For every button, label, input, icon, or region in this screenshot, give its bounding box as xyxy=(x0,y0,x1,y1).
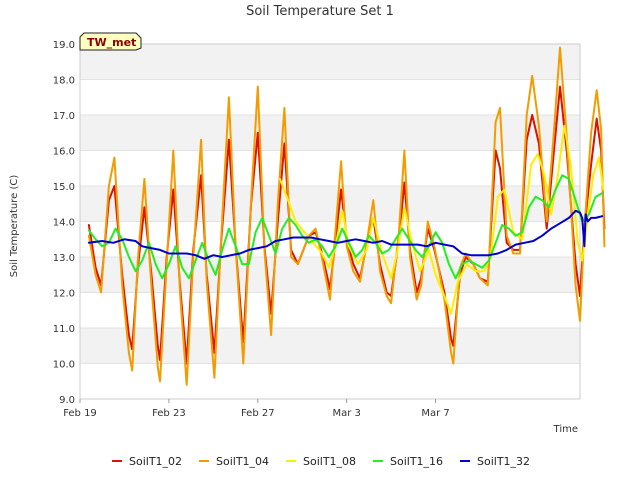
legend: SoilT1_02 SoilT1_04 SoilT1_08 SoilT1_16 Soil… xyxy=(112,455,530,468)
plot-frame xyxy=(79,43,581,400)
y-tick-label: 19.0 xyxy=(53,40,75,51)
legend-item-soilt1_02: SoilT1_02 xyxy=(112,455,182,468)
x-tick-label: Mar 3 xyxy=(332,408,360,419)
station-badge: TW_met xyxy=(79,32,142,51)
x-tick-label: Feb 23 xyxy=(152,408,186,419)
y-tick-label: 14.0 xyxy=(53,218,75,229)
chart-title: Soil Temperature Set 1 xyxy=(246,4,394,19)
grid-band xyxy=(80,363,580,399)
y-tick-label: 17.0 xyxy=(53,111,75,122)
legend-label: SoilT1_08 xyxy=(303,455,356,468)
grid-band xyxy=(80,44,580,80)
series-lines xyxy=(87,46,606,386)
legend-item-soilt1_32: SoilT1_32 xyxy=(460,455,530,468)
y-tick-label: 11.0 xyxy=(53,324,75,335)
series-line-soilt1_16 xyxy=(87,174,604,280)
x-tick-label: Mar 7 xyxy=(421,408,449,419)
legend-label: SoilT1_32 xyxy=(477,455,530,468)
legend-item-soilt1_08: SoilT1_08 xyxy=(286,455,356,468)
x-axis: Feb 19 Feb 23 Feb 27 Mar 3 Mar 7 xyxy=(63,399,450,419)
y-axis: 9.0 10.0 11.0 12.0 13.0 14.0 15.0 16.0 17.0 18.0 1… xyxy=(53,40,75,406)
series-line-soilt1_04 xyxy=(87,46,606,386)
series-line-soilt1_08 xyxy=(279,124,605,315)
badge-shape xyxy=(79,32,142,51)
y-tick-label: 9.0 xyxy=(59,395,75,406)
series-line-soilt1_32 xyxy=(87,209,604,260)
grid-band xyxy=(80,150,580,186)
y-tick-label: 18.0 xyxy=(53,76,75,87)
y-tick-label: 12.0 xyxy=(53,289,75,300)
y-tick-label: 13.0 xyxy=(53,253,75,264)
y-tick-label: 15.0 xyxy=(53,182,75,193)
x-tick-label: Feb 27 xyxy=(241,408,275,419)
grid-band xyxy=(80,115,580,151)
x-tick-label: Feb 19 xyxy=(63,408,97,419)
legend-item-soilt1_16: SoilT1_16 xyxy=(373,455,443,468)
badge-label: TW_met xyxy=(87,36,136,49)
y-tick-label: 10.0 xyxy=(53,360,75,371)
legend-label: SoilT1_04 xyxy=(216,455,269,468)
grid-band xyxy=(80,79,580,115)
legend-label: SoilT1_16 xyxy=(390,455,443,468)
y-axis-label: Soil Temperature (C) xyxy=(9,175,20,278)
x-axis-label: Time xyxy=(553,424,578,435)
legend-label: SoilT1_02 xyxy=(129,455,182,468)
legend-item-soilt1_04: SoilT1_04 xyxy=(199,455,269,468)
y-tick-label: 16.0 xyxy=(53,147,75,158)
